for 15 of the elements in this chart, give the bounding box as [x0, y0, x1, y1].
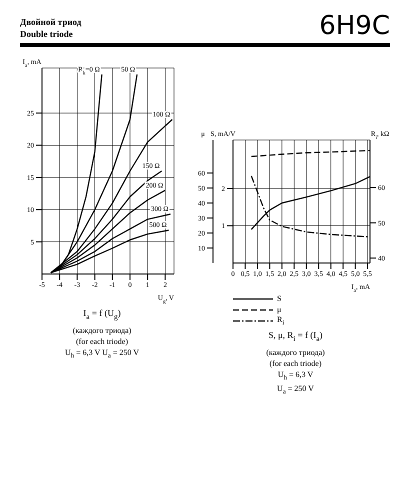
text: Двойной триод: [20, 16, 82, 28]
text: S, μ, R$_{i}$ = f (I$_{a}$): [267, 330, 324, 344]
text: I$_{a}$ = f (U$_{g}$): [82, 308, 122, 322]
legend-label: S: [277, 294, 282, 303]
legend-label: R$_{i}$: [277, 314, 284, 326]
text: (каждого триода): [265, 346, 326, 358]
text: U$_{h}$ = 6,3 V U$_{a}$ = 250 V: [64, 346, 140, 362]
legend-label: μ: [277, 305, 282, 314]
text: (for each triode): [75, 336, 129, 347]
text: (каждого триода): [72, 324, 132, 336]
text: (for each triode): [268, 358, 322, 369]
text: U$_{h}$ = 6,3 V: [276, 368, 314, 384]
text: U$_{a}$ = 250 V: [276, 383, 315, 398]
text: Double triode: [20, 28, 74, 40]
text: 6H9C: [319, 11, 390, 41]
